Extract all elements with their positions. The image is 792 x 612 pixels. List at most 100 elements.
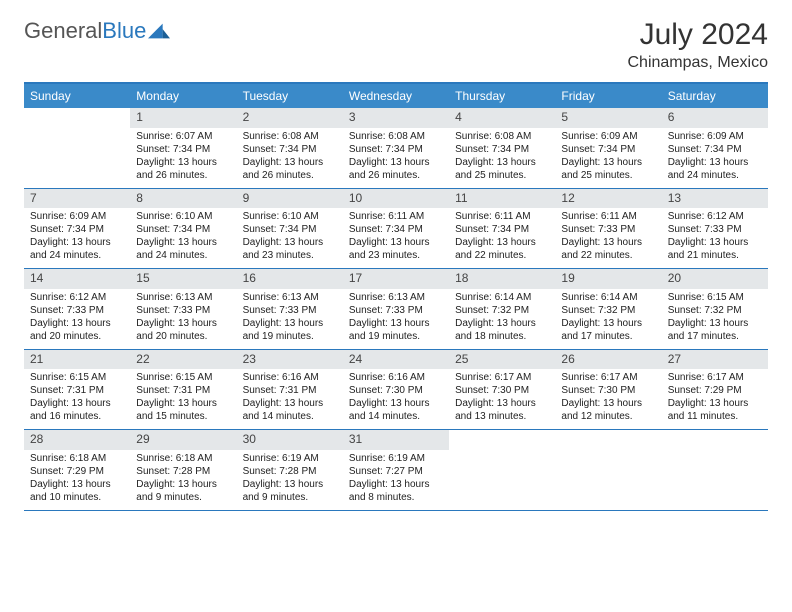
day-number: 19 xyxy=(555,269,661,289)
empty-cell: . xyxy=(662,430,768,510)
sunrise-text: Sunrise: 6:11 AM xyxy=(555,210,661,223)
sunrise-text: Sunrise: 6:09 AM xyxy=(24,210,130,223)
page-title: July 2024 xyxy=(628,18,769,52)
sunrise-text: Sunrise: 6:11 AM xyxy=(449,210,555,223)
day-cell: 20 Sunrise: 6:15 AMSunset: 7:32 PMDayligh… xyxy=(662,269,768,349)
day-number: 7 xyxy=(24,189,130,209)
sunrise-text: Sunrise: 6:15 AM xyxy=(130,371,236,384)
day-number: 25 xyxy=(449,350,555,370)
day-cell: 2Sunrise: 6:08 AMSunset: 7:34 PMDaylight… xyxy=(237,108,343,188)
calendar-grid: SundayMondayTuesdayWednesdayThursdayFrid… xyxy=(24,82,768,511)
daylight-text: Daylight: 13 hours xyxy=(130,478,236,491)
day-number: 8 xyxy=(130,189,236,209)
day-number: 11 xyxy=(449,189,555,209)
daylight-text-cont: and 22 minutes. xyxy=(449,249,555,262)
day-cell: 25Sunrise: 6:17 AMSunset: 7:30 PMDayligh… xyxy=(449,350,555,430)
daylight-text-cont: and 20 minutes. xyxy=(24,330,130,343)
daylight-text: Daylight: 13 hours xyxy=(662,156,768,169)
day-number: 5 xyxy=(555,108,661,128)
daylight-text-cont: and 13 minutes. xyxy=(449,410,555,423)
day-number: 22 xyxy=(130,350,236,370)
sunset-text: Sunset: 7:32 PM xyxy=(662,304,768,317)
week-row: 21Sunrise: 6:15 AMSunset: 7:31 PMDayligh… xyxy=(24,350,768,431)
day-number: 21 xyxy=(24,350,130,370)
empty-cell: . xyxy=(449,430,555,510)
day-cell: 30Sunrise: 6:19 AMSunset: 7:28 PMDayligh… xyxy=(237,430,343,510)
daylight-text: Daylight: 13 hours xyxy=(555,156,661,169)
day-number: 24 xyxy=(343,350,449,370)
sunrise-text: Sunrise: 6:18 AM xyxy=(24,452,130,465)
daylight-text-cont: and 17 minutes. xyxy=(662,330,768,343)
daylight-text: Daylight: 13 hours xyxy=(24,317,130,330)
daylight-text: Daylight: 13 hours xyxy=(662,317,768,330)
day-cell: 26Sunrise: 6:17 AMSunset: 7:30 PMDayligh… xyxy=(555,350,661,430)
sunset-text: Sunset: 7:32 PM xyxy=(555,304,661,317)
daylight-text: Daylight: 13 hours xyxy=(555,397,661,410)
daylight-text: Daylight: 13 hours xyxy=(24,236,130,249)
sunrise-text: Sunrise: 6:15 AM xyxy=(662,291,768,304)
sunset-text: Sunset: 7:27 PM xyxy=(343,465,449,478)
daylight-text: Daylight: 13 hours xyxy=(449,236,555,249)
sunrise-text: Sunrise: 6:13 AM xyxy=(130,291,236,304)
day-cell: 9Sunrise: 6:10 AMSunset: 7:34 PMDaylight… xyxy=(237,189,343,269)
daylight-text: Daylight: 13 hours xyxy=(343,397,449,410)
day-number: 1 xyxy=(130,108,236,128)
title-block: July 2024 Chinampas, Mexico xyxy=(628,18,769,72)
day-number: 13 xyxy=(662,189,768,209)
daylight-text: Daylight: 13 hours xyxy=(237,397,343,410)
sunrise-text: Sunrise: 6:19 AM xyxy=(237,452,343,465)
sunset-text: Sunset: 7:28 PM xyxy=(130,465,236,478)
daylight-text: Daylight: 13 hours xyxy=(130,397,236,410)
daylight-text: Daylight: 13 hours xyxy=(237,317,343,330)
sunset-text: Sunset: 7:34 PM xyxy=(449,223,555,236)
empty-cell: . xyxy=(24,108,130,188)
sunset-text: Sunset: 7:34 PM xyxy=(237,223,343,236)
day-cell: 3Sunrise: 6:08 AMSunset: 7:34 PMDaylight… xyxy=(343,108,449,188)
week-row: 28Sunrise: 6:18 AMSunset: 7:29 PMDayligh… xyxy=(24,430,768,511)
sunset-text: Sunset: 7:33 PM xyxy=(662,223,768,236)
day-cell: 10Sunrise: 6:11 AMSunset: 7:34 PMDayligh… xyxy=(343,189,449,269)
daylight-text: Daylight: 13 hours xyxy=(130,317,236,330)
day-cell: 8Sunrise: 6:10 AMSunset: 7:34 PMDaylight… xyxy=(130,189,236,269)
week-row: 7Sunrise: 6:09 AMSunset: 7:34 PMDaylight… xyxy=(24,189,768,270)
sunset-text: Sunset: 7:34 PM xyxy=(343,143,449,156)
daylight-text-cont: and 21 minutes. xyxy=(662,249,768,262)
day-cell: 31Sunrise: 6:19 AMSunset: 7:27 PMDayligh… xyxy=(343,430,449,510)
sunrise-text: Sunrise: 6:10 AM xyxy=(237,210,343,223)
daylight-text-cont: and 25 minutes. xyxy=(449,169,555,182)
brand-part1: General xyxy=(24,18,102,43)
day-header-row: SundayMondayTuesdayWednesdayThursdayFrid… xyxy=(24,84,768,108)
daylight-text-cont: and 22 minutes. xyxy=(555,249,661,262)
sunrise-text: Sunrise: 6:16 AM xyxy=(237,371,343,384)
day-header: Monday xyxy=(130,84,236,108)
sunrise-text: Sunrise: 6:15 AM xyxy=(24,371,130,384)
daylight-text-cont: and 17 minutes. xyxy=(555,330,661,343)
day-cell: 11Sunrise: 6:11 AMSunset: 7:34 PMDayligh… xyxy=(449,189,555,269)
day-cell: 27Sunrise: 6:17 AMSunset: 7:29 PMDayligh… xyxy=(662,350,768,430)
daylight-text: Daylight: 13 hours xyxy=(24,397,130,410)
day-header: Saturday xyxy=(662,84,768,108)
daylight-text-cont: and 25 minutes. xyxy=(555,169,661,182)
brand-part2: Blue xyxy=(102,18,146,43)
day-number: 12 xyxy=(555,189,661,209)
daylight-text-cont: and 19 minutes. xyxy=(237,330,343,343)
day-number: 20 xyxy=(662,269,768,289)
daylight-text-cont: and 9 minutes. xyxy=(237,491,343,504)
sunset-text: Sunset: 7:29 PM xyxy=(24,465,130,478)
day-cell: 5Sunrise: 6:09 AMSunset: 7:34 PMDaylight… xyxy=(555,108,661,188)
header: GeneralBlue July 2024 Chinampas, Mexico xyxy=(24,18,768,72)
daylight-text-cont: and 20 minutes. xyxy=(130,330,236,343)
calendar-page: GeneralBlue July 2024 Chinampas, Mexico … xyxy=(0,0,792,529)
sunrise-text: Sunrise: 6:10 AM xyxy=(130,210,236,223)
sunrise-text: Sunrise: 6:11 AM xyxy=(343,210,449,223)
sunrise-text: Sunrise: 6:12 AM xyxy=(662,210,768,223)
daylight-text: Daylight: 13 hours xyxy=(662,397,768,410)
daylight-text: Daylight: 13 hours xyxy=(237,478,343,491)
day-number: 23 xyxy=(237,350,343,370)
day-cell: 6Sunrise: 6:09 AMSunset: 7:34 PMDaylight… xyxy=(662,108,768,188)
sunrise-text: Sunrise: 6:17 AM xyxy=(555,371,661,384)
brand-logo: GeneralBlue xyxy=(24,18,170,44)
sunrise-text: Sunrise: 6:13 AM xyxy=(237,291,343,304)
daylight-text: Daylight: 13 hours xyxy=(130,156,236,169)
daylight-text-cont: and 12 minutes. xyxy=(555,410,661,423)
